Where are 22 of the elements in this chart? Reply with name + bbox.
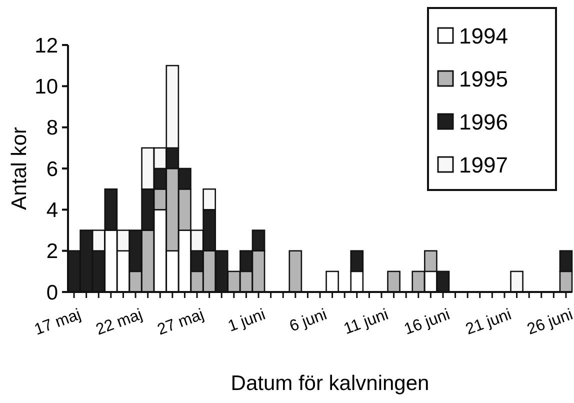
y-tick-label: 8	[46, 116, 58, 140]
legend-label: 1997	[459, 152, 508, 178]
y-tick-label: 12	[34, 34, 58, 58]
x-tick-label: 27 maj	[155, 306, 206, 339]
legend-label: 1994	[459, 24, 508, 49]
y-tick-label: 0	[46, 281, 58, 304]
y-tick-label: 10	[34, 76, 58, 99]
legend-label: 1995	[459, 66, 508, 92]
x-axis-title: Datum för kalvningen	[230, 372, 430, 395]
x-tick-label: 6 juni	[287, 306, 330, 336]
x-tick-label: 17 maj	[32, 306, 84, 339]
y-tick-label: 6	[46, 158, 58, 181]
x-tick-label: 21 juni	[464, 306, 514, 338]
x-tick-label: 1 juni	[226, 306, 268, 336]
x-tick-label: 22 maj	[94, 306, 145, 339]
x-tick-label: 26 juni	[525, 306, 574, 338]
legend-label: 1996	[459, 110, 508, 135]
x-tick-label: 11 juni	[342, 306, 391, 338]
y-axis-title: Antal kor	[8, 127, 31, 210]
x-tick-label: 16 juni	[402, 306, 452, 338]
y-tick-label: 4	[46, 199, 58, 222]
y-tick-label: 2	[46, 240, 58, 264]
